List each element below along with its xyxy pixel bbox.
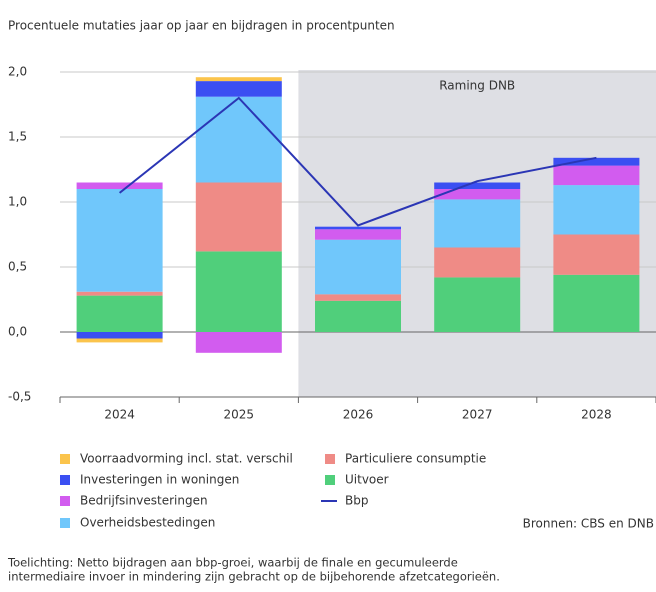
x-tick-label: 2028: [581, 408, 612, 422]
bar-segment: [553, 165, 640, 186]
bar-segment: [434, 277, 521, 332]
bar-segment: [195, 332, 282, 353]
x-tick-label: 2026: [343, 408, 374, 422]
bar-segment: [553, 157, 640, 166]
annotation: Raming DNB: [439, 79, 515, 93]
legend-label: Bedrijfsinvesteringen: [80, 494, 208, 508]
note: intermediaire invoer in mindering zijn g…: [8, 570, 500, 584]
legend-label: Particuliere consumptie: [345, 452, 486, 466]
legend-swatch: [60, 518, 70, 528]
legend-swatch: [325, 475, 335, 485]
bar-segment: [553, 234, 640, 275]
bar-segment: [76, 291, 163, 296]
bar-segment: [76, 295, 163, 332]
legend-swatch: [325, 454, 335, 464]
bar-segment: [553, 274, 640, 332]
legend-swatch: [60, 475, 70, 485]
bar-segment: [315, 294, 401, 301]
note: Toelichting: Netto bijdragen aan bbp-gro…: [7, 556, 458, 570]
x-tick-label: 2025: [224, 408, 255, 422]
bar-segment: [434, 199, 521, 248]
x-tick-label: 2027: [462, 408, 493, 422]
x-tick-label: 2024: [104, 408, 135, 422]
source: Bronnen: CBS en DNB: [523, 517, 654, 531]
line: [118, 96, 597, 227]
chart-title: Procentuele mutaties jaar op jaar en bij…: [8, 19, 395, 33]
bar-segment: [195, 81, 282, 97]
y-tick-label: 1,0: [8, 195, 27, 209]
bar-segment: [315, 229, 401, 240]
y-tick-label: -0,5: [8, 390, 31, 404]
legend-label: Overheidsbestedingen: [80, 516, 215, 530]
bar-segment: [76, 338, 163, 343]
bar-segment: [434, 189, 521, 200]
bar-segment: [76, 332, 163, 339]
bar-segment: [195, 182, 282, 252]
y-tick-label: 0,5: [8, 260, 27, 274]
legend-swatch: [60, 454, 70, 464]
bar-segment: [434, 247, 521, 278]
legend-swatch: [60, 496, 70, 506]
y-tick-label: 1,5: [8, 130, 27, 144]
legend-label: Investeringen in woningen: [80, 473, 239, 487]
bar-segment: [195, 96, 282, 183]
legend-label: Uitvoer: [345, 473, 389, 487]
bar-segment: [315, 239, 401, 295]
legend-label: Bbp: [345, 494, 368, 508]
bar-segment: [195, 251, 282, 332]
legend-label: Voorraadvorming incl. stat. verschil: [80, 452, 293, 466]
bar-segment: [76, 189, 163, 292]
bar-segment: [553, 185, 640, 235]
y-tick-label: 0,0: [8, 325, 27, 339]
bar-segment: [315, 300, 401, 332]
bar-segment: [76, 182, 163, 189]
bar-segment: [434, 182, 521, 189]
y-tick-label: 2,0: [8, 65, 27, 79]
bar-segment: [315, 226, 401, 230]
bar-segment: [195, 77, 282, 82]
